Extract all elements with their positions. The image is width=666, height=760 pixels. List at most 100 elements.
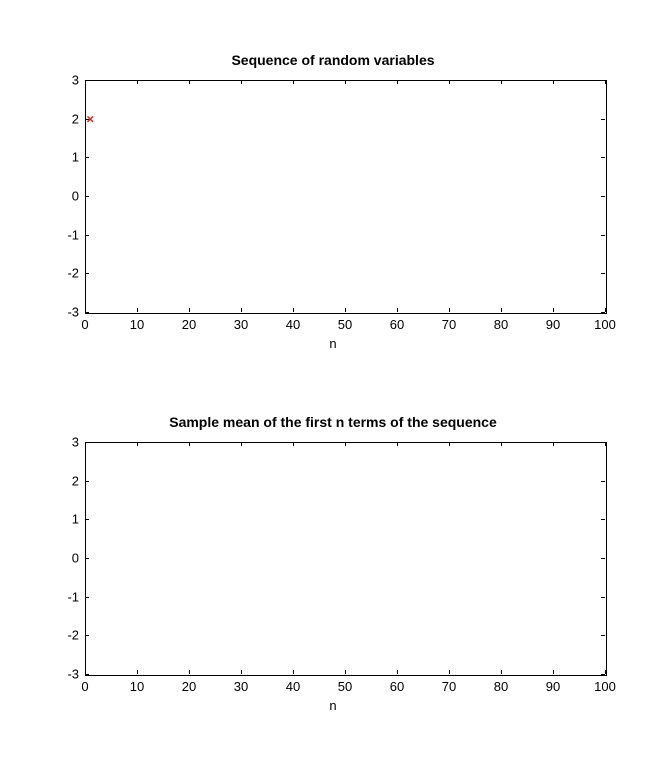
xtick-label: 50	[338, 679, 352, 694]
subplot1-title: Sequence of random variables	[0, 52, 666, 68]
ytick-mark	[601, 119, 605, 120]
xtick-mark	[189, 308, 190, 312]
ytick-label: 2	[57, 111, 79, 126]
subplot2-xlabel: n	[0, 698, 666, 713]
ytick-label: 3	[57, 435, 79, 450]
xtick-mark	[189, 670, 190, 674]
ytick-mark	[601, 481, 605, 482]
xtick-mark	[449, 308, 450, 312]
xtick-label: 30	[234, 679, 248, 694]
ytick-label: -2	[57, 266, 79, 281]
xtick-label: 0	[81, 679, 88, 694]
ytick-mark	[85, 481, 89, 482]
xtick-mark	[345, 670, 346, 674]
ytick-mark	[601, 558, 605, 559]
xtick-mark	[137, 442, 138, 446]
ytick-mark	[85, 519, 89, 520]
xtick-mark	[137, 80, 138, 84]
xtick-mark	[553, 670, 554, 674]
xtick-label: 100	[594, 317, 616, 332]
xtick-mark	[241, 670, 242, 674]
xtick-label: 70	[442, 317, 456, 332]
ytick-mark	[601, 597, 605, 598]
xtick-label: 40	[286, 317, 300, 332]
ytick-label: 2	[57, 473, 79, 488]
ytick-mark	[85, 442, 89, 443]
ytick-label: -1	[57, 227, 79, 242]
ytick-mark	[85, 597, 89, 598]
ytick-label: 3	[57, 73, 79, 88]
xtick-label: 10	[130, 317, 144, 332]
xtick-mark	[345, 442, 346, 446]
ytick-mark	[85, 558, 89, 559]
ytick-label: 0	[57, 189, 79, 204]
ytick-mark	[601, 273, 605, 274]
ytick-mark	[85, 80, 89, 81]
xtick-mark	[293, 80, 294, 84]
xtick-mark	[397, 80, 398, 84]
xtick-mark	[553, 442, 554, 446]
xtick-mark	[137, 670, 138, 674]
ytick-label: 1	[57, 150, 79, 165]
xtick-label: 40	[286, 679, 300, 694]
xtick-mark	[397, 442, 398, 446]
ytick-label: 1	[57, 512, 79, 527]
xtick-mark	[501, 80, 502, 84]
ytick-mark	[85, 196, 89, 197]
xtick-mark	[241, 442, 242, 446]
xtick-label: 20	[182, 679, 196, 694]
xtick-mark	[449, 442, 450, 446]
xtick-mark	[501, 308, 502, 312]
ytick-mark	[601, 80, 605, 81]
xtick-mark	[501, 442, 502, 446]
xtick-mark	[189, 442, 190, 446]
ytick-mark	[85, 235, 89, 236]
ytick-mark	[601, 635, 605, 636]
xtick-mark	[605, 80, 606, 84]
xtick-label: 100	[594, 679, 616, 694]
xtick-mark	[241, 308, 242, 312]
xtick-label: 20	[182, 317, 196, 332]
xtick-label: 80	[494, 679, 508, 694]
ytick-mark	[85, 674, 89, 675]
xtick-label: 60	[390, 317, 404, 332]
xtick-mark	[605, 670, 606, 674]
xtick-mark	[137, 308, 138, 312]
subplot2-title: Sample mean of the first n terms of the …	[0, 414, 666, 430]
subplot1-axes	[85, 80, 607, 314]
xtick-mark	[293, 442, 294, 446]
ytick-mark	[85, 312, 89, 313]
figure: Sequence of random variables n Sample me…	[0, 0, 666, 760]
xtick-mark	[345, 80, 346, 84]
ytick-mark	[601, 157, 605, 158]
xtick-label: 70	[442, 679, 456, 694]
xtick-label: 50	[338, 317, 352, 332]
ytick-mark	[85, 157, 89, 158]
ytick-mark	[601, 235, 605, 236]
xtick-mark	[293, 670, 294, 674]
xtick-label: 90	[546, 317, 560, 332]
xtick-label: 0	[81, 317, 88, 332]
xtick-mark	[553, 308, 554, 312]
ytick-label: -3	[57, 667, 79, 682]
ytick-label: -2	[57, 628, 79, 643]
ytick-label: 0	[57, 551, 79, 566]
xtick-mark	[189, 80, 190, 84]
xtick-mark	[605, 308, 606, 312]
xtick-mark	[553, 80, 554, 84]
xtick-mark	[345, 308, 346, 312]
xtick-mark	[241, 80, 242, 84]
ytick-mark	[601, 442, 605, 443]
xtick-mark	[449, 80, 450, 84]
xtick-label: 80	[494, 317, 508, 332]
xtick-mark	[501, 670, 502, 674]
xtick-mark	[397, 308, 398, 312]
xtick-mark	[449, 670, 450, 674]
ytick-mark	[601, 519, 605, 520]
xtick-label: 30	[234, 317, 248, 332]
ytick-mark	[85, 273, 89, 274]
xtick-mark	[605, 442, 606, 446]
xtick-mark	[397, 670, 398, 674]
xtick-mark	[293, 308, 294, 312]
ytick-label: -1	[57, 589, 79, 604]
